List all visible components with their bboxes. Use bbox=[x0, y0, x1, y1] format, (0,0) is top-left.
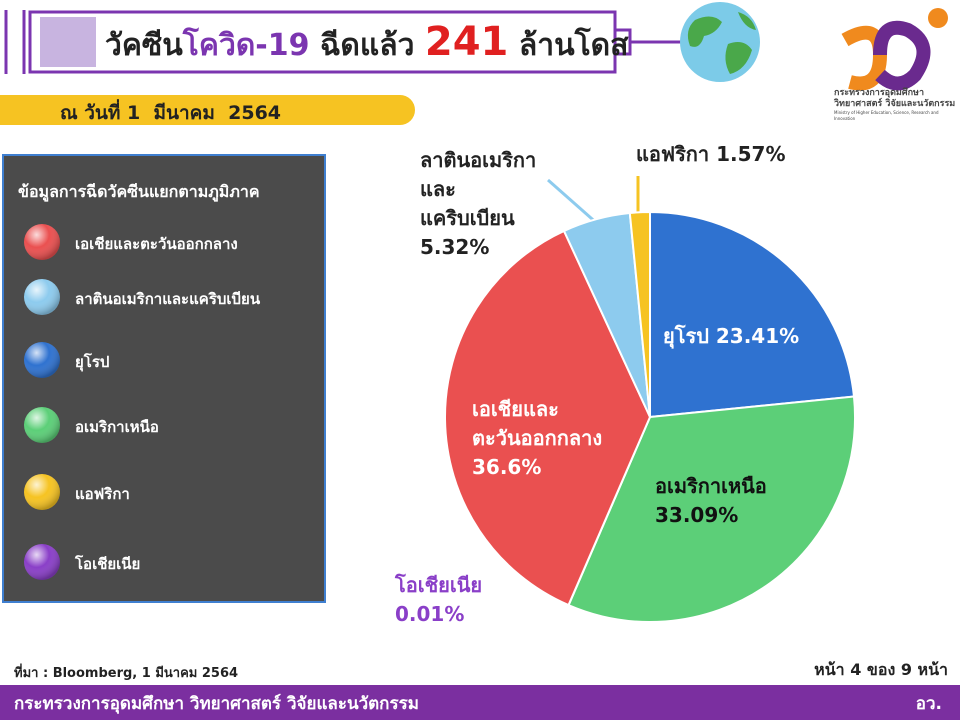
title-part: โควิด-19 bbox=[182, 28, 310, 63]
data-label: แอฟริกา 1.57% bbox=[636, 140, 786, 169]
legend-label: ลาตินอเมริกาและแคริบเบียน bbox=[75, 290, 261, 308]
data-label: ลาตินอเมริกาและแคริบเบียน 5.32% bbox=[420, 146, 550, 262]
legend-label: อเมริกาเหนือ bbox=[75, 418, 159, 436]
ministry: กระทรวงการอุดมศึกษา วิทยาศาสตร์ วิจัยและ… bbox=[14, 694, 419, 714]
legend-title: ข้อมูลการฉีดวัคซีนแยกตามภูมิภาค bbox=[18, 182, 260, 201]
value-label: 5.32% bbox=[420, 235, 490, 259]
logo-line: วิทยาศาสตร์ วิจัยและนวัตกรรม bbox=[834, 99, 956, 109]
source: ที่มา : Bloomberg, 1 มีนาคม 2564 bbox=[14, 666, 239, 681]
date: ณ วันที่ 1 มีนาคม 2564 bbox=[60, 102, 282, 124]
legend-swatch-shine bbox=[24, 279, 60, 315]
logo-line: กระทรวงการอุดมศึกษา bbox=[834, 88, 924, 98]
legend-label: แอฟริกา bbox=[75, 485, 130, 503]
title: วัคซีนโควิด-19 ฉีดแล้ว 241 ล้านโดส bbox=[105, 18, 628, 70]
category-label: แอฟริกา bbox=[636, 142, 710, 166]
category-label: ลาตินอเมริกาและแคริบเบียน bbox=[420, 148, 537, 230]
legend-swatch-shine bbox=[24, 544, 60, 580]
category-label: โอเชียเนีย bbox=[395, 573, 483, 597]
logo-line: Ministry of Higher Education, Science, R… bbox=[834, 110, 939, 121]
date-bar bbox=[0, 95, 400, 125]
title-part: ฉีดแล้ว bbox=[309, 28, 425, 63]
value-label: 36.6% bbox=[472, 455, 542, 479]
pie-slice bbox=[628, 210, 651, 418]
title-part: วัคซีน bbox=[105, 28, 183, 63]
logo-text: กระทรวงการอุดมศึกษา วิทยาศาสตร์ วิจัยและน… bbox=[834, 88, 960, 122]
page-number: หน้า 4 ของ 9 หน้า bbox=[814, 660, 948, 679]
legend-label: เอเชียและตะวันออกกลาง bbox=[75, 235, 238, 253]
data-label: เอเชียและตะวันออกกลาง 36.6% bbox=[472, 395, 622, 482]
data-label: อเมริกาเหนือ 33.09% bbox=[655, 472, 767, 530]
category-label: อเมริกาเหนือ bbox=[655, 474, 767, 498]
value-label: 0.01% bbox=[395, 602, 465, 626]
pie-slice bbox=[444, 229, 652, 607]
footer-bar bbox=[0, 685, 960, 720]
title-part: 241 bbox=[424, 19, 509, 65]
pie-slice bbox=[649, 210, 856, 419]
legend-label: โอเชียเนีย bbox=[75, 555, 141, 573]
title-part: ล้านโดส bbox=[508, 28, 629, 63]
legend-swatch-shine bbox=[24, 342, 60, 378]
legend-swatch-shine bbox=[24, 474, 60, 510]
logo-mark bbox=[841, 8, 948, 91]
value-label: 23.41% bbox=[715, 324, 800, 348]
data-label: ยุโรป 23.41% bbox=[663, 322, 799, 351]
data-label: โอเชียเนีย 0.01% bbox=[395, 571, 482, 629]
syringe bbox=[4, 10, 685, 74]
legend-swatch-shine bbox=[24, 224, 60, 260]
value-label: 1.57% bbox=[716, 142, 786, 166]
legend-swatch-shine bbox=[24, 407, 60, 443]
leader-line bbox=[547, 178, 601, 228]
ministry-short: อว. bbox=[915, 694, 942, 714]
pie-slice bbox=[567, 395, 856, 623]
value-label: 33.09% bbox=[655, 503, 739, 527]
category-label: ยุโรป bbox=[663, 324, 709, 348]
legend-label: ยุโรป bbox=[75, 353, 110, 371]
globe bbox=[680, 2, 760, 82]
category-label: เอเชียและตะวันออกกลาง bbox=[472, 397, 603, 450]
legend-panel bbox=[2, 154, 326, 603]
